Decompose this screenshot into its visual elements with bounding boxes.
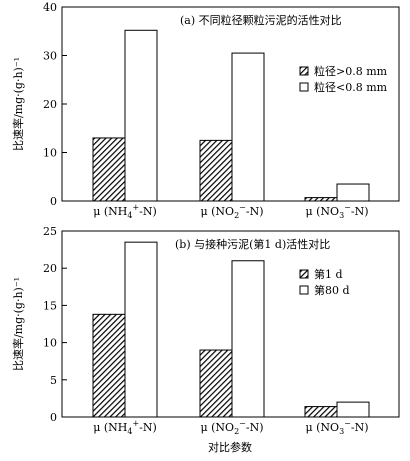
x-tick-label: μ (NH4+-N): [93, 419, 157, 436]
bar-hatched: [199, 349, 233, 418]
panel-a-ylabel: 比速率/mg·(g·h)⁻¹: [11, 57, 25, 151]
bar-hatched: [92, 313, 126, 418]
bar-open: [124, 241, 158, 418]
y-tick-label: 10: [43, 147, 57, 160]
y-tick-label: 10: [43, 337, 57, 350]
y-tick-label: 5: [50, 374, 57, 387]
panel-a-legend: 粒径>0.8 mm 粒径<0.8 mm: [299, 64, 388, 94]
panel-b-annotation: (b) 与接种污泥(第1 d)活性对比: [175, 237, 330, 251]
y-tick-label: 15: [43, 299, 57, 312]
panel-a-yaxis: 0 10 20 30 40: [43, 1, 67, 208]
y-tick-label: 20: [43, 98, 57, 111]
legend-label: 粒径<0.8 mm: [314, 80, 388, 94]
bar-open: [231, 260, 265, 418]
y-tick-label: 30: [43, 50, 57, 63]
panel-a: (a) 不同粒径颗粒污泥的活性对比 比速率/mg·(g·h)⁻¹ 0 10 20 30…: [11, 1, 400, 220]
legend-swatch-hatched: [299, 269, 309, 279]
legend-label: 粒径>0.8 mm: [314, 64, 388, 78]
panel-a-xticklabels: μ (NH4+-N) μ (NO2−-N) μ (NO3−-N): [93, 203, 368, 220]
y-tick-label: 0: [50, 195, 57, 208]
bar-hatched: [304, 406, 338, 418]
panel-b-bars: [92, 241, 370, 418]
panel-b-yaxis: 0 5 10 15 20 25: [43, 225, 67, 424]
legend-label: 第80 d: [314, 283, 350, 297]
bar-hatched: [304, 197, 338, 202]
y-tick-label: 20: [43, 262, 57, 275]
legend-swatch-open: [299, 285, 309, 295]
bar-hatched: [199, 139, 233, 202]
legend-label: 第1 d: [314, 267, 343, 281]
x-tick-label: μ (NO3−-N): [305, 203, 368, 220]
panel-b-legend: 第1 d 第80 d: [299, 267, 350, 297]
y-tick-label: 25: [43, 225, 57, 238]
x-tick-label: μ (NO2−-N): [200, 203, 263, 220]
bar-open: [231, 52, 265, 202]
panel-b: (b) 与接种污泥(第1 d)活性对比 比速率/mg·(g·h)⁻¹ 0 5 10 1…: [11, 225, 400, 454]
panel-a-annotation: (a) 不同粒径颗粒污泥的活性对比: [180, 13, 342, 27]
panel-b-ylabel: 比速率/mg·(g·h)⁻¹: [11, 277, 25, 371]
x-axis-title: 对比参数: [208, 440, 252, 454]
bar-open: [336, 183, 370, 202]
panel-b-xticklabels: μ (NH4+-N) μ (NO2−-N) μ (NO3−-N): [93, 419, 368, 436]
y-tick-label: 40: [43, 1, 57, 14]
x-tick-label: μ (NH4+-N): [93, 203, 157, 220]
panel-a-bars: [92, 29, 370, 202]
legend-swatch-open: [299, 82, 309, 92]
y-tick-label: 0: [50, 411, 57, 424]
bar-open: [336, 401, 370, 418]
bar-hatched: [92, 137, 126, 202]
x-tick-label: μ (NO3−-N): [305, 419, 368, 436]
x-tick-label: μ (NO2−-N): [200, 419, 263, 436]
legend-swatch-hatched: [299, 66, 309, 76]
bar-open: [124, 29, 158, 202]
